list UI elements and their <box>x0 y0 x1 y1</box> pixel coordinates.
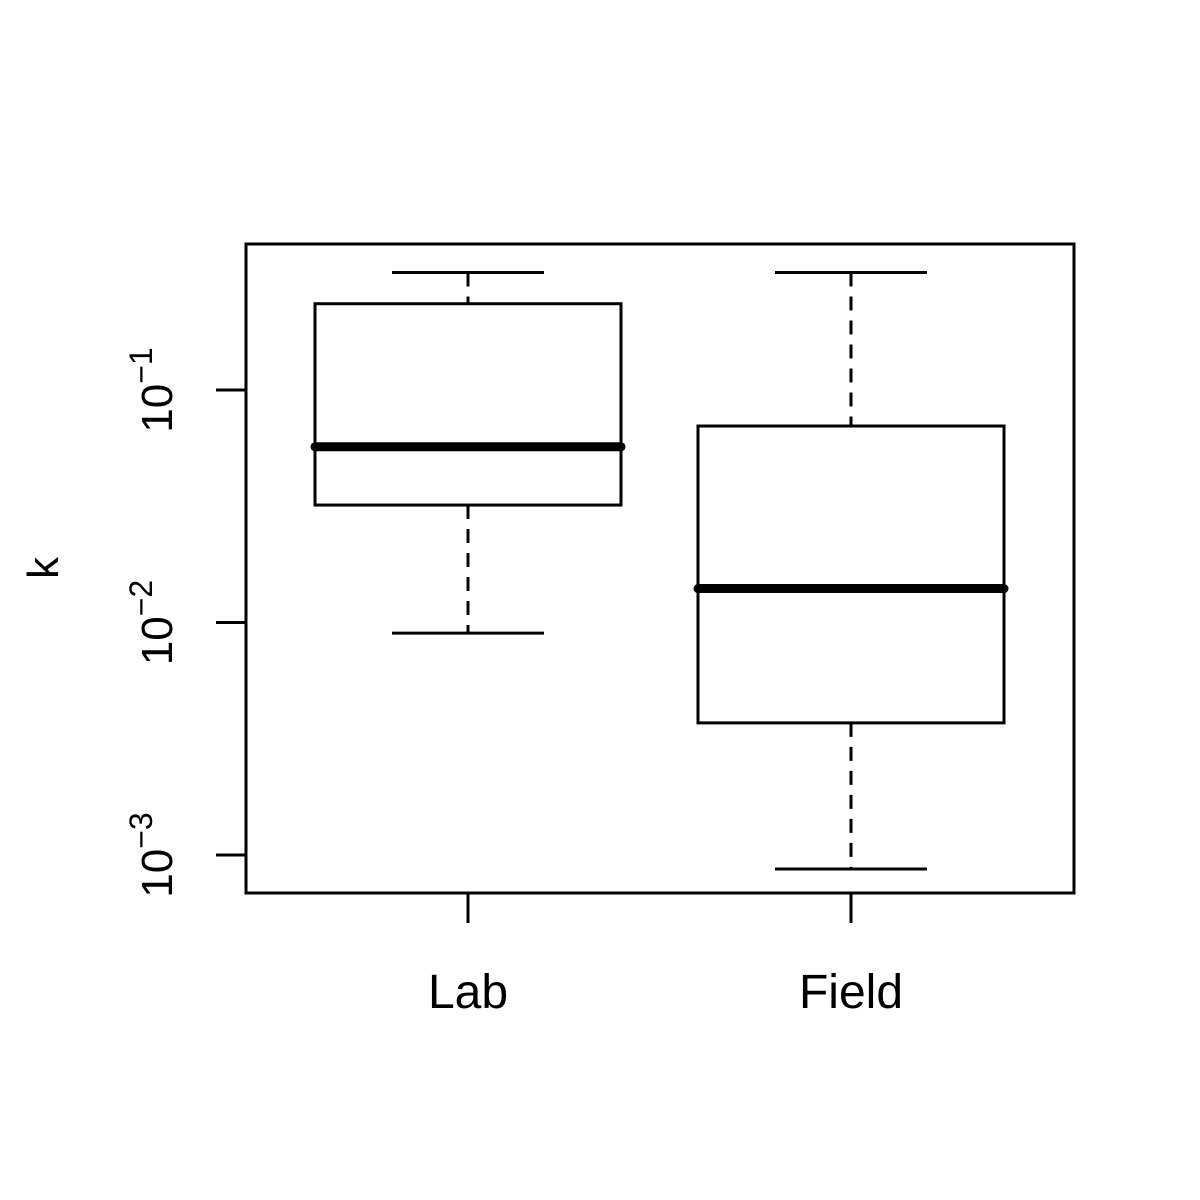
plot-frame <box>244 242 1076 895</box>
box-field <box>696 424 1006 725</box>
y-axis-label: k <box>19 556 68 579</box>
y-tick-label: 10−3 <box>123 812 182 897</box>
x-tick-label: Lab <box>428 966 508 1019</box>
x-tick-label: Field <box>799 966 903 1019</box>
y-tick-label: 10−2 <box>123 580 182 665</box>
box-lab <box>313 302 623 507</box>
y-tick-label: 10−1 <box>123 347 182 432</box>
plot-area: 10−3 10−2 10−1 Lab Field <box>123 242 1076 1019</box>
